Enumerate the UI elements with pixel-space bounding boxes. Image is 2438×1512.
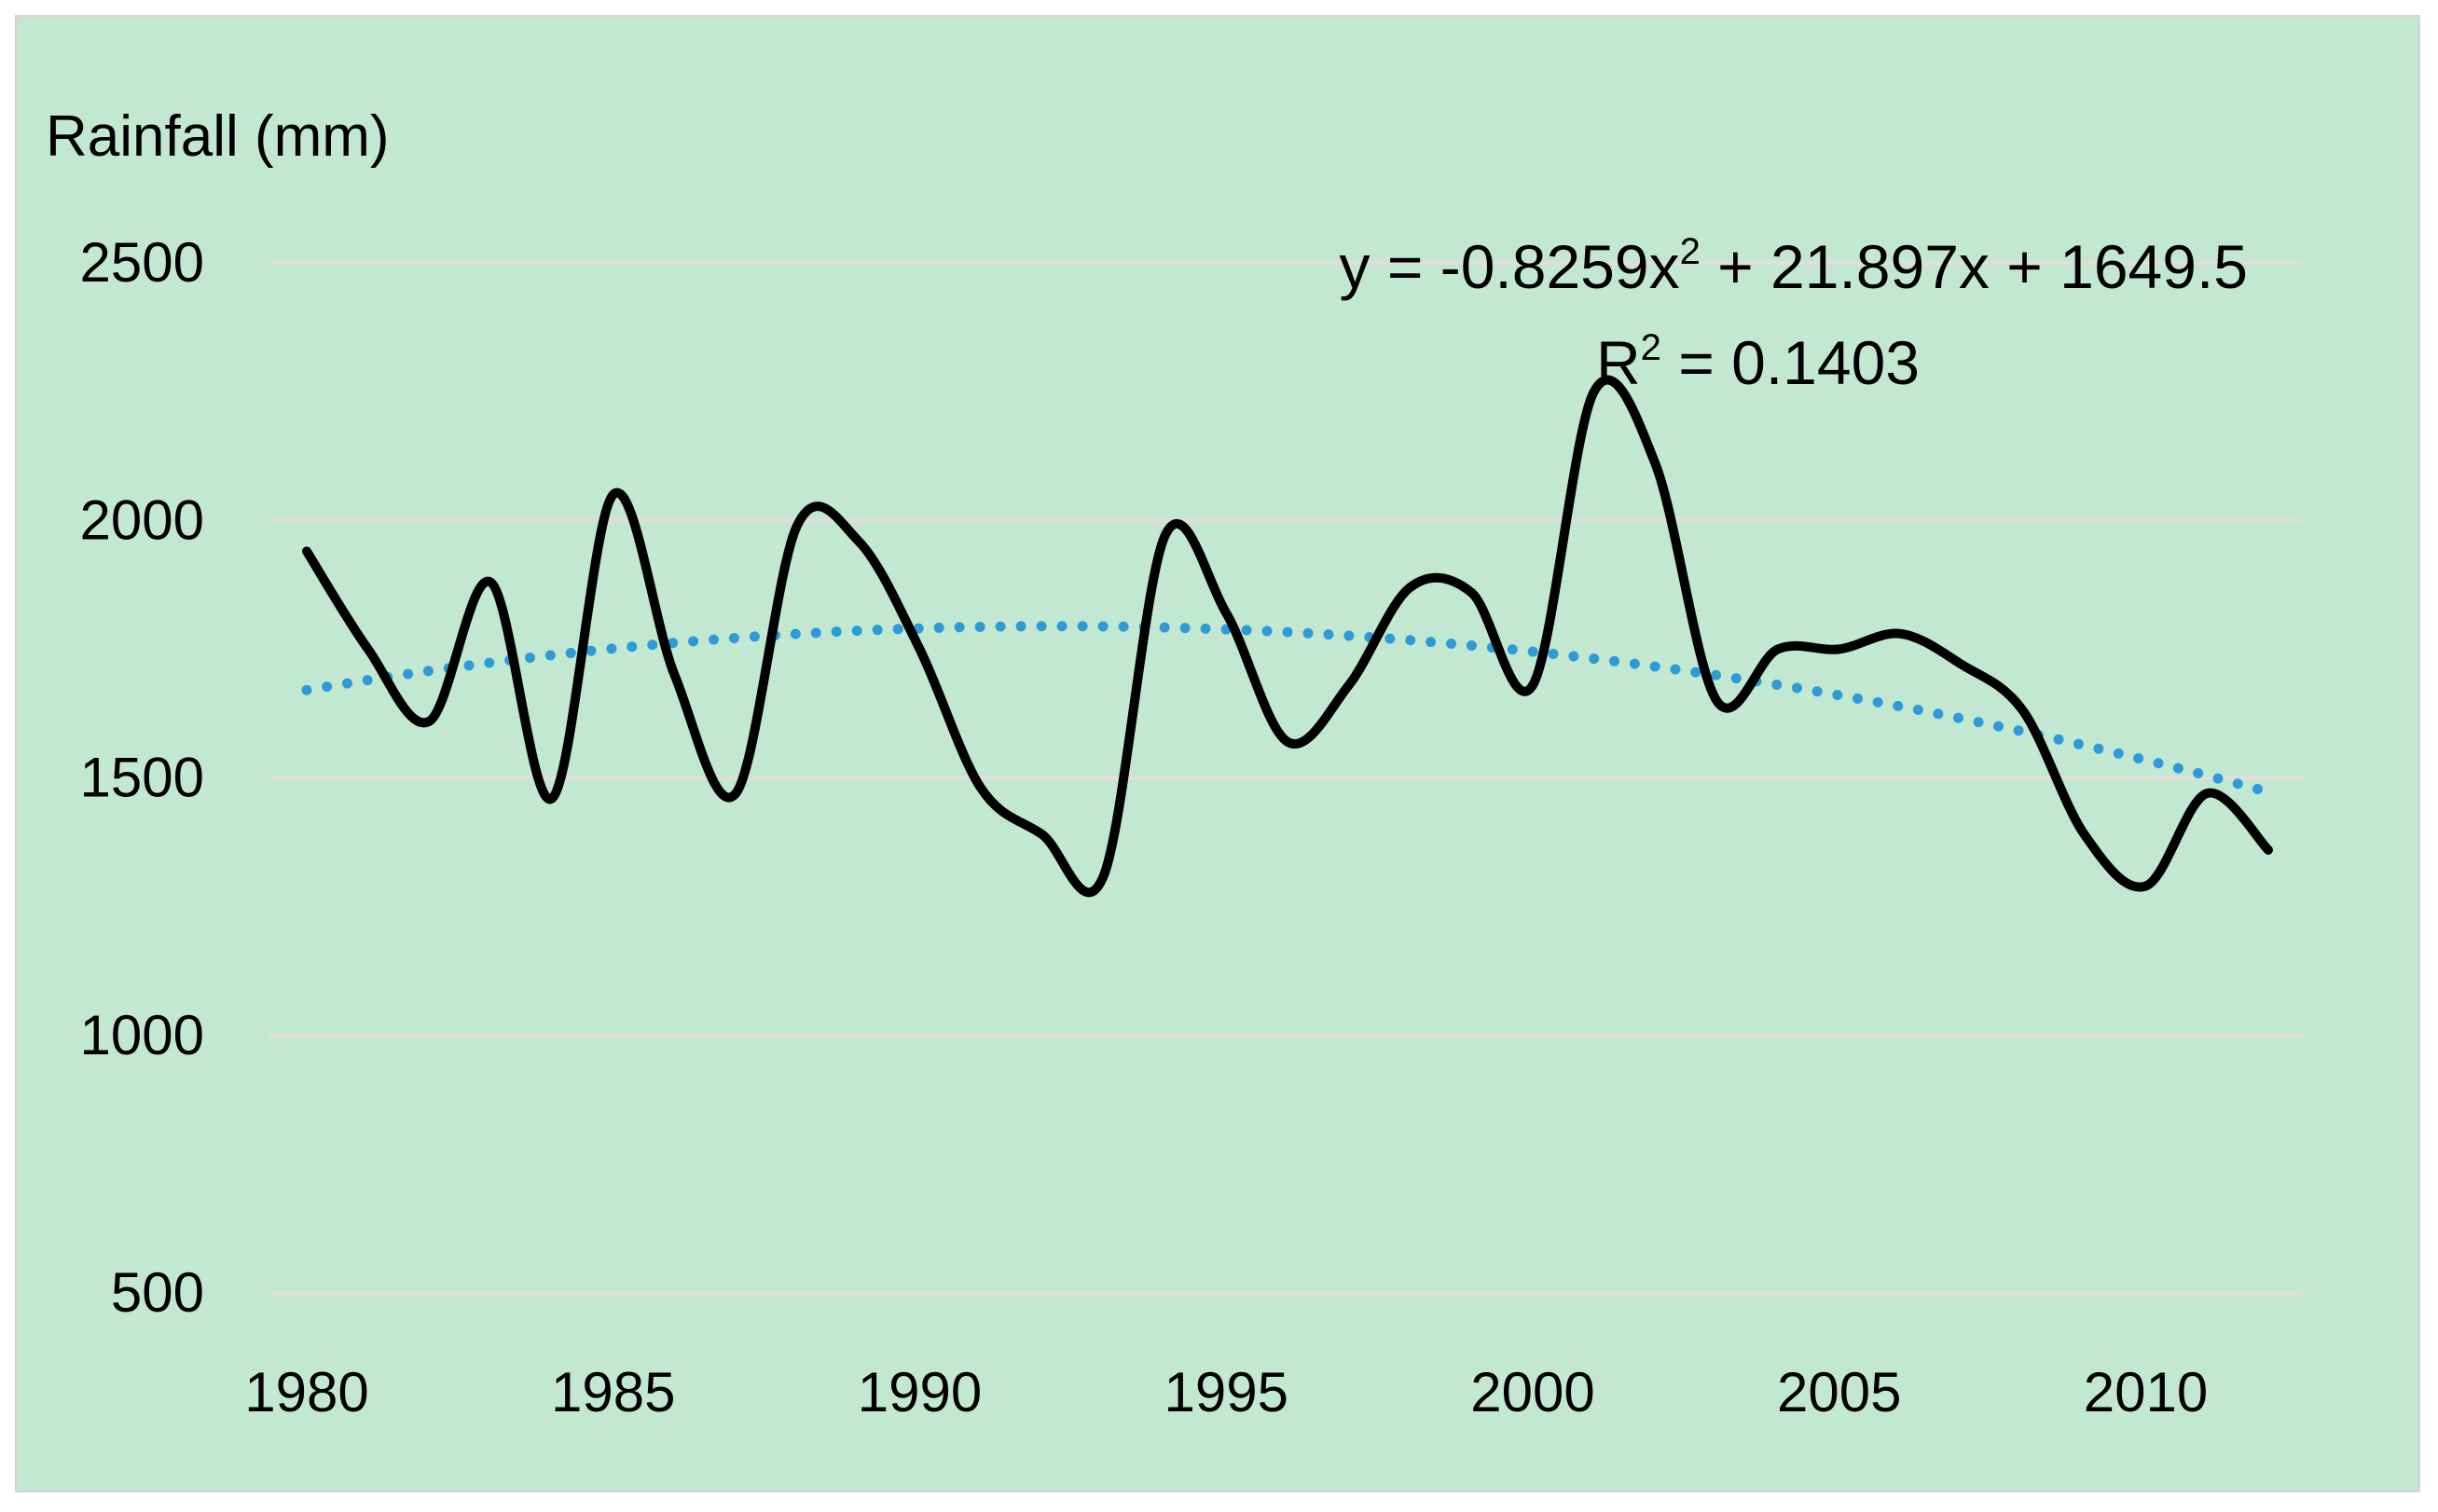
- data-point-1991: [975, 783, 986, 794]
- data-point-1985: [608, 489, 619, 501]
- x-tick-label-1990: 1990: [858, 1361, 982, 1423]
- chart-frame: 500 1000 1500 2000 2500 1980 1985 1990 1995 2000…: [15, 15, 2420, 1492]
- data-point-1987: [730, 788, 741, 799]
- data-point-2006: [1895, 628, 1907, 639]
- data-point-2012: [2263, 845, 2274, 856]
- y-tick-label-500: 500: [111, 1261, 204, 1324]
- data-point-1986: [669, 669, 681, 680]
- y-tick-label-1500: 1500: [80, 747, 204, 809]
- chart-svg: 500 1000 1500 2000 2500 1980 1985 1990 1995 2000…: [46, 104, 2302, 1423]
- data-point-1990: [915, 643, 926, 654]
- data-point-1993: [1098, 870, 1109, 881]
- x-tick-label-1980: 1980: [244, 1361, 368, 1423]
- trend-line: [301, 621, 2274, 798]
- data-point-1998: [1405, 582, 1416, 593]
- data-point-2004: [1772, 643, 1784, 654]
- x-tick-label-2005: 2005: [1777, 1361, 1901, 1423]
- data-point-1996: [1282, 736, 1293, 748]
- y-tick-label-2000: 2000: [80, 488, 204, 551]
- data-point-2000: [1527, 680, 1538, 691]
- data-point-2002: [1650, 458, 1661, 469]
- trend-equation-suffix: + 21.897x + 1649.5: [1701, 232, 2248, 301]
- data-point-1980: [301, 545, 312, 557]
- r-squared-prefix: R: [1596, 328, 1641, 397]
- data-point-2005: [1834, 643, 1845, 654]
- x-tick-label-2000: 2000: [1470, 1361, 1594, 1423]
- x-tick-label-1985: 1985: [551, 1361, 675, 1423]
- y-axis-title: Rainfall (mm): [46, 104, 390, 169]
- gridlines: [269, 261, 2302, 1295]
- data-point-2010: [2141, 881, 2152, 892]
- y-tick-label-1000: 1000: [80, 1004, 204, 1066]
- data-point-1982: [424, 716, 435, 727]
- data-point-1997: [1343, 680, 1355, 691]
- data-point-2011: [2201, 788, 2212, 799]
- rainfall-data-points: [301, 386, 2274, 891]
- data-point-2009: [2079, 829, 2090, 840]
- rainfall-series-line: [302, 375, 2273, 898]
- r-squared-exponent: 2: [1641, 327, 1661, 368]
- x-tick-label-2010: 2010: [2084, 1361, 2208, 1423]
- r-squared-suffix: = 0.1403: [1661, 328, 1920, 397]
- trend-equation: y = -0.8259x2 + 21.897x + 1649.5: [1340, 231, 2248, 301]
- data-point-1983: [485, 577, 496, 588]
- trend-equation-prefix: y = -0.8259x: [1340, 232, 1680, 301]
- x-axis-ticks: 1980 1985 1990 1995 2000 2005 2010: [244, 1361, 2208, 1423]
- r-squared: R2 = 0.1403: [1596, 327, 1920, 397]
- data-point-1999: [1466, 587, 1477, 598]
- data-point-1984: [546, 793, 558, 804]
- data-point-1995: [1220, 608, 1232, 619]
- data-point-2007: [1956, 659, 1967, 670]
- y-axis-ticks: 500 1000 1500 2000 2500: [80, 231, 204, 1324]
- data-point-1981: [363, 643, 374, 654]
- trend-equation-exponent: 2: [1680, 231, 1701, 272]
- data-point-2008: [2018, 706, 2029, 717]
- data-point-1988: [792, 520, 803, 531]
- data-point-1994: [1160, 530, 1171, 542]
- x-tick-label-1995: 1995: [1164, 1361, 1288, 1423]
- data-point-2003: [1711, 695, 1722, 707]
- y-tick-label-2500: 2500: [80, 231, 204, 294]
- data-point-1989: [853, 535, 864, 546]
- data-point-1992: [1037, 829, 1048, 840]
